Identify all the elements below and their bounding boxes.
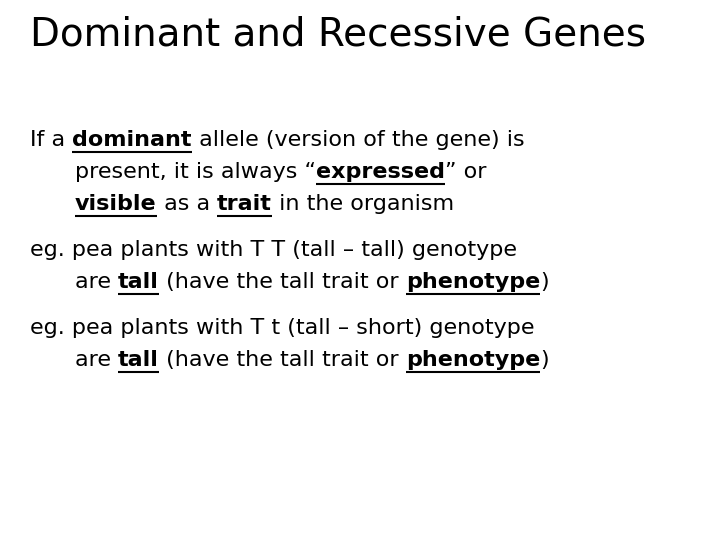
Text: dominant: dominant xyxy=(72,130,192,150)
Text: Dominant and Recessive Genes: Dominant and Recessive Genes xyxy=(30,15,646,53)
Text: (have the tall trait or: (have the tall trait or xyxy=(159,272,406,292)
Text: visible: visible xyxy=(75,194,157,214)
Text: expressed: expressed xyxy=(316,162,445,182)
Text: ): ) xyxy=(540,272,549,292)
Text: tall: tall xyxy=(118,272,159,292)
Text: present, it is always “: present, it is always “ xyxy=(75,162,316,182)
Text: eg. pea plants with T T (tall – tall) genotype: eg. pea plants with T T (tall – tall) ge… xyxy=(30,240,517,260)
Text: phenotype: phenotype xyxy=(406,272,540,292)
Text: allele (version of the gene) is: allele (version of the gene) is xyxy=(192,130,524,150)
Text: trait: trait xyxy=(217,194,271,214)
Text: (have the tall trait or: (have the tall trait or xyxy=(159,350,406,370)
Text: tall: tall xyxy=(118,350,159,370)
Text: phenotype: phenotype xyxy=(406,350,540,370)
Text: If a: If a xyxy=(30,130,72,150)
Text: ): ) xyxy=(540,350,549,370)
Text: as a: as a xyxy=(157,194,217,214)
Text: are: are xyxy=(75,350,118,370)
Text: eg. pea plants with T t (tall – short) genotype: eg. pea plants with T t (tall – short) g… xyxy=(30,318,534,338)
Text: ” or: ” or xyxy=(445,162,487,182)
Text: in the organism: in the organism xyxy=(271,194,454,214)
Text: are: are xyxy=(75,272,118,292)
